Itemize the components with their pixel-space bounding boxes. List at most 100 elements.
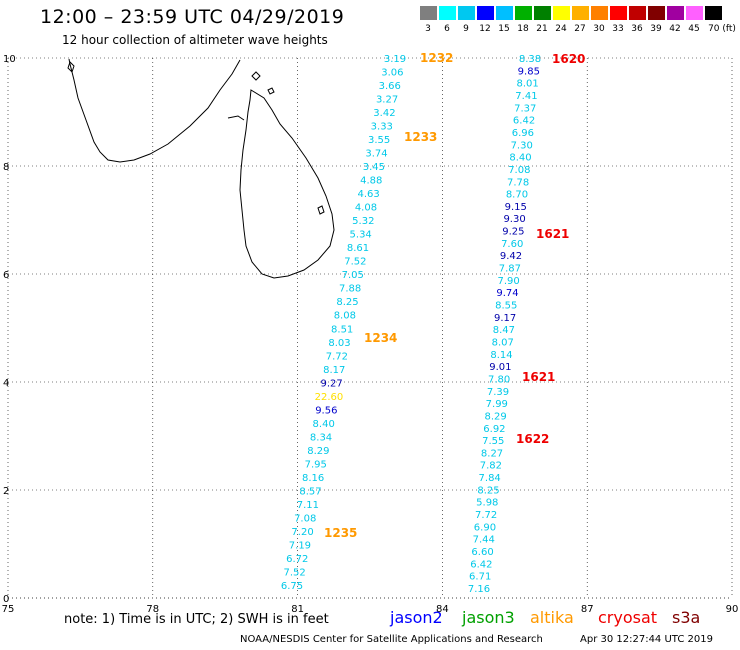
wave-height-label: 4.08 xyxy=(355,203,377,214)
scale-tick-label: 12 xyxy=(479,24,491,34)
wave-height-label: 7.19 xyxy=(289,540,311,551)
wave-height-label: 5.32 xyxy=(352,216,374,227)
wave-height-label: 7.11 xyxy=(297,500,319,511)
scale-tick-label: 3 xyxy=(425,24,431,34)
scale-swatch xyxy=(572,6,589,20)
wave-height-label: 3.55 xyxy=(368,135,390,146)
wave-height-label: 8.29 xyxy=(484,411,506,422)
y-tick-label: 2 xyxy=(3,486,9,497)
wave-height-label: 7.60 xyxy=(501,239,523,250)
scale-swatch xyxy=(420,6,437,20)
scale-swatch xyxy=(667,6,684,20)
wave-height-label: 8.40 xyxy=(313,419,335,430)
wave-height-label: 7.90 xyxy=(498,276,520,287)
wave-height-label: 9.42 xyxy=(500,251,522,262)
wave-height-label: 8.27 xyxy=(481,448,503,459)
mannar-island xyxy=(227,115,245,121)
pass-label: 1621 xyxy=(536,227,569,241)
wave-height-label: 7.08 xyxy=(508,165,530,176)
scale-tick-label: 21 xyxy=(536,24,548,34)
scale-swatch xyxy=(705,6,722,20)
wave-height-label: 7.99 xyxy=(486,399,508,410)
scale-swatch xyxy=(610,6,627,20)
wave-height-label: 7.05 xyxy=(342,270,364,281)
pass-label: 1234 xyxy=(364,331,397,345)
wave-height-label: 7.72 xyxy=(326,351,348,362)
wave-height-label: 9.85 xyxy=(518,66,540,77)
chart-subtitle: 12 hour collection of altimeter wave hei… xyxy=(62,33,328,47)
axis-labels: 75 78 81 84 87 90 10 8 6 4 2 0 xyxy=(2,54,739,615)
scale-swatch xyxy=(629,6,646,20)
y-tick-label: 6 xyxy=(3,270,9,281)
wave-height-label: 7.16 xyxy=(468,584,490,595)
wave-height-label: 7.87 xyxy=(499,264,521,275)
wave-height-label: 6.72 xyxy=(286,554,308,565)
x-tick-label: 81 xyxy=(291,604,304,615)
wave-height-label: 7.37 xyxy=(514,103,536,114)
y-tick-label: 0 xyxy=(3,594,9,605)
wave-height-label: 7.39 xyxy=(487,387,509,398)
wave-height-label: 8.14 xyxy=(490,350,512,361)
x-tick-label: 87 xyxy=(581,604,594,615)
wave-height-label: 8.55 xyxy=(495,301,517,312)
scale-tick-label: 70 (ft) xyxy=(708,24,736,34)
wave-height-label: 8.17 xyxy=(323,365,345,376)
wave-height-label: 8.16 xyxy=(302,473,324,484)
wave-height-label: 8.38 xyxy=(519,54,541,65)
wave-height-label: 3.06 xyxy=(381,68,403,79)
legend-altika: altika xyxy=(530,608,574,627)
pass-label: 1232 xyxy=(420,51,453,65)
scale-swatch xyxy=(686,6,703,20)
credit-text: NOAA/NESDIS Center for Satellite Applica… xyxy=(240,634,543,645)
scale-tick-label: 9 xyxy=(463,24,469,34)
wave-height-label: 8.34 xyxy=(310,432,332,443)
scale-tick-label: 39 xyxy=(650,24,662,34)
scale-swatch xyxy=(591,6,608,20)
x-tick-label: 90 xyxy=(726,604,739,615)
wave-height-label: 9.17 xyxy=(494,313,516,324)
scale-tick-label: 18 xyxy=(517,24,529,34)
sri-lanka-island xyxy=(239,89,335,279)
y-tick-label: 10 xyxy=(3,54,16,65)
wave-height-label: 7.55 xyxy=(482,436,504,447)
wave-height-label: 7.95 xyxy=(305,459,327,470)
legend-jason3: jason3 xyxy=(462,608,515,627)
wave-height-label: 9.74 xyxy=(496,288,518,299)
wave-height-label: 7.84 xyxy=(479,473,501,484)
wave-height-label: 3.74 xyxy=(365,149,387,160)
wave-height-label: 4.88 xyxy=(360,176,382,187)
y-tick-label: 8 xyxy=(3,162,9,173)
scale-tick-label: 42 xyxy=(669,24,681,34)
scale-tick-label: 45 xyxy=(688,24,700,34)
wave-height-label: 8.51 xyxy=(331,324,353,335)
wave-height-label: 8.08 xyxy=(334,311,356,322)
jaffna-islet xyxy=(251,71,261,81)
wave-height-label: 7.44 xyxy=(473,535,495,546)
scale-swatch xyxy=(458,6,475,20)
wave-height-label: 3.66 xyxy=(379,81,401,92)
scale-tick-label: 15 xyxy=(498,24,510,34)
scale-tick-label: 24 xyxy=(555,24,567,34)
chart-title: 12:00 – 23:59 UTC 04/29/2019 xyxy=(40,6,345,28)
pass-label: 1620 xyxy=(552,52,585,66)
sri-lanka-coastline xyxy=(67,58,335,279)
x-tick-label: 84 xyxy=(436,604,449,615)
legend-cryosat: cryosat xyxy=(598,608,658,627)
wave-height-label: 8.25 xyxy=(477,485,499,496)
wave-height-label: 8.57 xyxy=(299,486,321,497)
wave-height-label: 8.47 xyxy=(493,325,515,336)
altika-track-left: 3.19 3.06 3.66 3.27 3.42 3.33 3.55 3.74 3.45 4.88… xyxy=(281,54,406,592)
scale-tick-label: 36 xyxy=(631,24,643,34)
wave-height-label: 5.34 xyxy=(350,230,372,241)
scale-swatch xyxy=(553,6,570,20)
pass-label: 1233 xyxy=(404,130,437,144)
scale-swatch xyxy=(515,6,532,20)
wave-height-label: 6.60 xyxy=(471,547,493,558)
scale-tick-label: 33 xyxy=(612,24,624,34)
legend-jason2: jason2 xyxy=(390,608,443,627)
scale-tick-label: 27 xyxy=(574,24,586,34)
scale-swatch xyxy=(534,6,551,20)
wave-height-label: 9.56 xyxy=(315,405,337,416)
x-tick-label: 78 xyxy=(146,604,159,615)
legend-s3a: s3a xyxy=(672,608,701,627)
